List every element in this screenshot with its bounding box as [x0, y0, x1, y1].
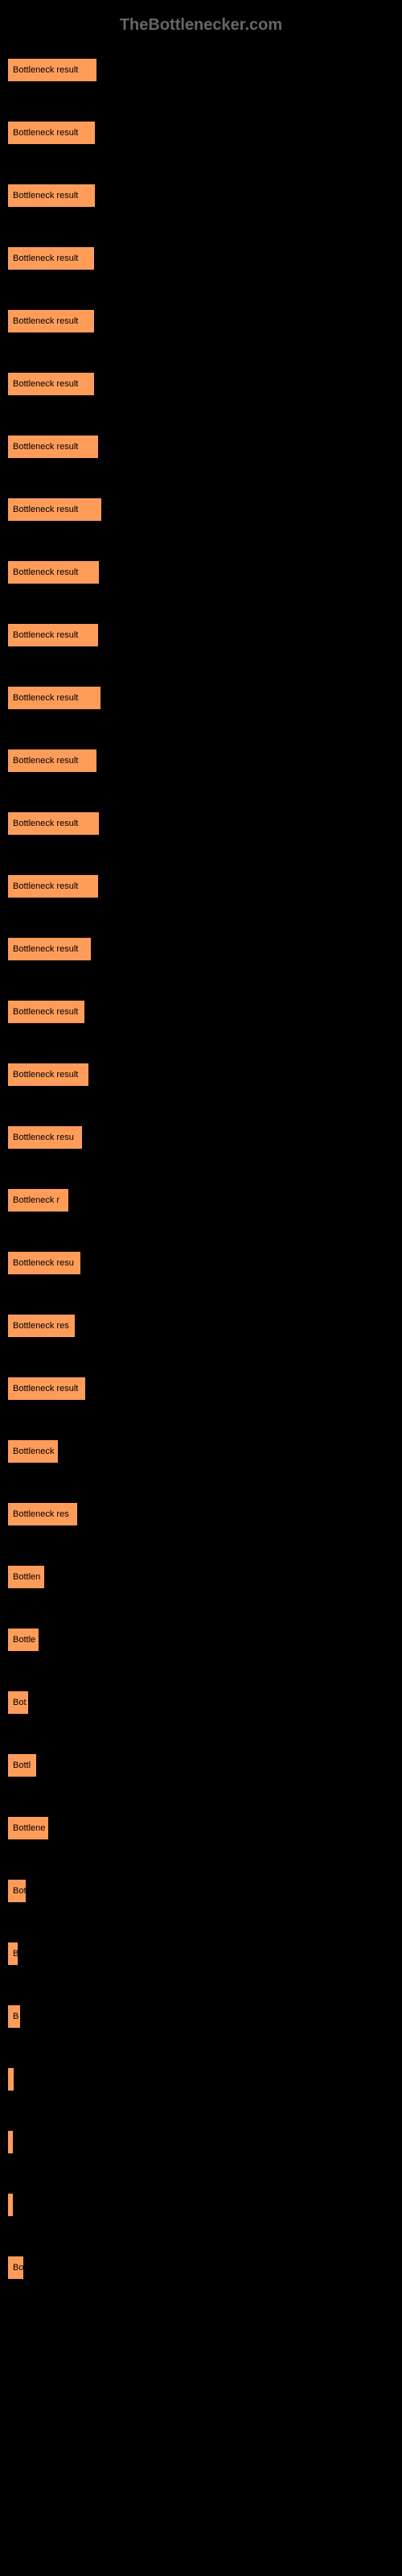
bar-segment: Bottleneck result: [8, 1377, 85, 1400]
bar-item: Bottleneck resu: [8, 1126, 394, 1149]
bar-item: Bottleneck res: [8, 1315, 394, 1337]
bar-item: Bottleneck result: [8, 436, 394, 458]
bar-item: Bottleneck result: [8, 875, 394, 898]
bar-segment: Bo: [8, 2256, 23, 2279]
bar-segment: Bottleneck: [8, 1440, 58, 1463]
bar-item: Bottl: [8, 1754, 394, 1777]
bar-item: Bottleneck result: [8, 122, 394, 144]
bar-item: Bottleneck r: [8, 1189, 394, 1212]
bar-item: Bottleneck resu: [8, 1252, 394, 1274]
bar-segment: Bottleneck res: [8, 1315, 75, 1337]
bar-item: B: [8, 2005, 394, 2028]
bar-segment: Bottleneck result: [8, 436, 98, 458]
bar-item: Bottleneck result: [8, 373, 394, 395]
bar-item: Bottleneck result: [8, 1001, 394, 1023]
bar-segment: Bottleneck result: [8, 59, 96, 81]
bar-segment: [8, 2194, 13, 2216]
bar-segment: [8, 2131, 13, 2153]
bar-segment: Bottleneck result: [8, 1063, 88, 1086]
bar-item: Bottleneck result: [8, 498, 394, 521]
bar-segment: Bottl: [8, 1754, 36, 1777]
bar-segment: Bottleneck result: [8, 687, 100, 709]
bar-item: Bottleneck result: [8, 59, 394, 81]
bar-item: [8, 2194, 394, 2216]
bar-segment: Bottlene: [8, 1817, 48, 1839]
bar-item: Bottleneck result: [8, 1377, 394, 1400]
bar-item: B: [8, 1942, 394, 1965]
bar-segment: Bottle: [8, 1629, 39, 1651]
bar-segment: Bottleneck resu: [8, 1126, 82, 1149]
bar-item: Bottleneck result: [8, 749, 394, 772]
bar-segment: Bottleneck result: [8, 310, 94, 332]
bar-segment: B: [8, 1942, 18, 1965]
bar-item: Bottlen: [8, 1566, 394, 1588]
bar-segment: Bottleneck result: [8, 875, 98, 898]
bar-segment: Bot: [8, 1880, 26, 1902]
bar-item: Bottleneck result: [8, 1063, 394, 1086]
bar-segment: Bottleneck r: [8, 1189, 68, 1212]
bar-item: Bot: [8, 1880, 394, 1902]
bar-segment: Bottleneck result: [8, 373, 94, 395]
bar-item: Bottleneck result: [8, 310, 394, 332]
bar-segment: Bottleneck result: [8, 749, 96, 772]
bar-item: Bottle: [8, 1629, 394, 1651]
bar-segment: Bottleneck result: [8, 498, 101, 521]
bar-segment: Bottleneck result: [8, 1001, 84, 1023]
bar-segment: Bot: [8, 1691, 28, 1714]
bar-segment: Bottleneck res: [8, 1503, 77, 1525]
bar-segment: [8, 2068, 14, 2091]
bar-segment: Bottleneck result: [8, 247, 94, 270]
bar-item: Bottleneck result: [8, 687, 394, 709]
bar-chart: Bottleneck result Bottleneck result Bottle…: [0, 51, 402, 2327]
bar-item: Bot: [8, 1691, 394, 1714]
bar-item: Bo: [8, 2256, 394, 2279]
bar-segment: Bottlen: [8, 1566, 44, 1588]
bar-item: Bottleneck result: [8, 561, 394, 584]
bar-segment: Bottleneck result: [8, 812, 99, 835]
bar-segment: Bottleneck result: [8, 624, 98, 646]
bar-segment: B: [8, 2005, 20, 2028]
watermark-text: TheBottlenecker.com: [0, 16, 402, 35]
bar-item: [8, 2068, 394, 2091]
bar-item: Bottlene: [8, 1817, 394, 1839]
bar-item: Bottleneck result: [8, 938, 394, 960]
bar-segment: Bottleneck resu: [8, 1252, 80, 1274]
bar-item: Bottleneck result: [8, 812, 394, 835]
bar-item: Bottleneck: [8, 1440, 394, 1463]
bar-segment: Bottleneck result: [8, 184, 95, 207]
bar-item: [8, 2131, 394, 2153]
bar-segment: Bottleneck result: [8, 122, 95, 144]
bar-item: Bottleneck result: [8, 247, 394, 270]
bar-item: Bottleneck result: [8, 624, 394, 646]
bar-item: Bottleneck result: [8, 184, 394, 207]
bar-segment: Bottleneck result: [8, 561, 99, 584]
bar-item: Bottleneck res: [8, 1503, 394, 1525]
bar-segment: Bottleneck result: [8, 938, 91, 960]
